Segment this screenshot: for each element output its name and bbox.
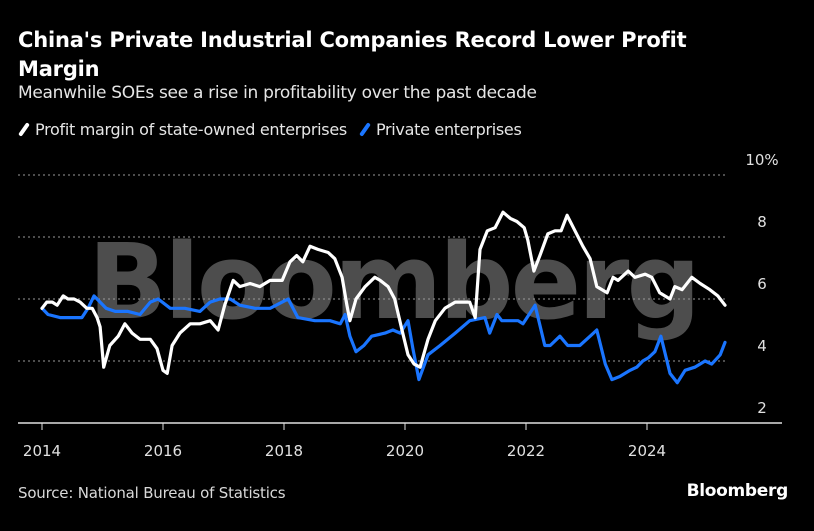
y-tick-label: 2 — [757, 399, 767, 417]
x-tick-label: 2014 — [23, 442, 61, 460]
y-tick-label: 4 — [757, 337, 767, 355]
y-tick-label: 8 — [757, 213, 767, 231]
legend-item-private: Private enterprises — [358, 120, 522, 139]
x-axis: 2014 2016 2018 2020 2022 2024 — [18, 422, 782, 460]
x-tick-label: 2022 — [507, 442, 545, 460]
legend-label-private: Private enterprises — [375, 120, 522, 139]
y-tick-label: 6 — [757, 275, 767, 293]
x-tick-label: 2020 — [386, 442, 424, 460]
x-tick-label: 2018 — [265, 442, 303, 460]
x-tick-label: 2024 — [628, 442, 666, 460]
x-tick-label: 2016 — [144, 442, 182, 460]
series-lines — [40, 210, 727, 385]
y-axis: 2 4 6 8 10% — [745, 151, 778, 417]
series-line-soe — [40, 210, 727, 375]
series-line-private — [40, 294, 727, 385]
chart-title: China's Private Industrial Companies Rec… — [18, 28, 687, 81]
watermark: Bloomberg — [88, 221, 698, 343]
legend-label-soe: Profit margin of state-owned enterprises — [35, 120, 347, 139]
y-tick-label: 10% — [745, 151, 778, 169]
chart-subtitle: Meanwhile SOEs see a rise in profitabili… — [18, 83, 537, 103]
legend: Profit margin of state-owned enterprises… — [18, 120, 533, 139]
source-note: Source: National Bureau of Statistics — [18, 484, 286, 502]
bloomberg-logo: Bloomberg — [686, 481, 789, 501]
legend-item-soe: Profit margin of state-owned enterprises — [18, 120, 347, 139]
gridlines — [18, 174, 728, 362]
